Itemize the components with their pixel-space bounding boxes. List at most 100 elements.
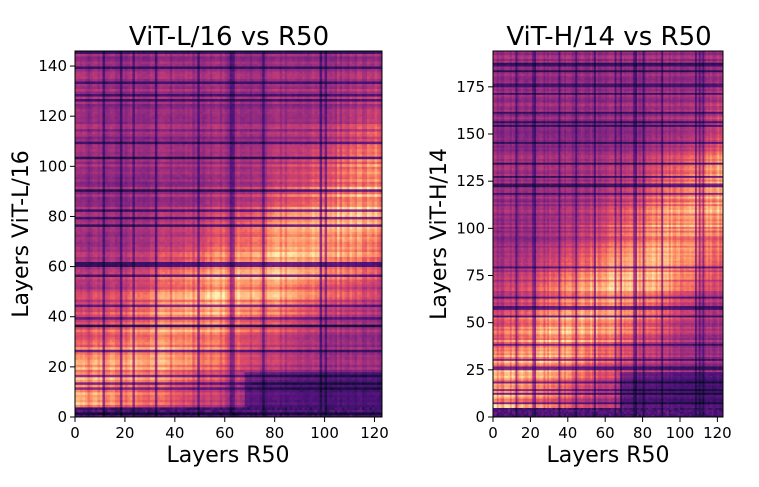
heatmap-cell	[209, 396, 213, 400]
heatmap-cell	[257, 349, 261, 353]
heatmap-cell	[187, 394, 191, 398]
heatmap-cell	[257, 366, 261, 370]
heatmap-cell	[147, 346, 151, 350]
heatmap-cell	[254, 411, 258, 415]
heatmap-cell	[322, 404, 325, 408]
heatmap-cell	[82, 379, 86, 383]
heatmap-cell	[189, 334, 193, 338]
heatmap-cell	[184, 334, 188, 338]
heatmap-cell	[364, 414, 368, 418]
heatmap-cell	[217, 341, 221, 345]
heatmap-cell	[344, 331, 348, 335]
heatmap-cell	[187, 324, 191, 328]
heatmap-cell	[114, 341, 118, 345]
heatmap-cell	[162, 401, 166, 405]
heatmap-cell	[319, 339, 323, 343]
heatmap-cell	[204, 339, 208, 343]
heatmap-cell	[202, 329, 206, 333]
heatmap-cell	[302, 406, 306, 410]
heatmap-cell	[209, 379, 213, 383]
heatmap-cell	[172, 399, 176, 403]
heatmap-cell	[272, 329, 276, 333]
heatmap-cell	[272, 371, 276, 375]
heatmap-cell	[242, 351, 246, 355]
heatmap-cell	[297, 326, 301, 330]
heatmap-cell	[314, 344, 318, 348]
heatmap-cell	[307, 394, 311, 398]
heatmap-cell	[202, 394, 206, 398]
heatmap-cell	[299, 326, 303, 330]
heatmap-cell	[157, 326, 161, 330]
heatmap-cell	[349, 391, 353, 395]
heatmap-cell	[312, 351, 316, 355]
heatmap-cell	[89, 341, 93, 345]
heatmap-cell	[254, 326, 258, 330]
heatmap-cell	[97, 394, 101, 398]
heatmap-cell	[299, 371, 303, 375]
heatmap-cell	[82, 316, 86, 320]
heatmap-cell	[107, 371, 111, 375]
heatmap-cell	[179, 386, 183, 390]
heatmap-cell	[334, 341, 338, 345]
heatmap-cell	[204, 396, 208, 400]
heatmap-cell	[312, 329, 316, 333]
heatmap-cell	[269, 344, 273, 348]
heatmap-cell	[357, 316, 360, 320]
heatmap-cell	[104, 389, 108, 393]
heatmap-cell	[324, 411, 328, 415]
heatmap-cell	[152, 374, 156, 378]
heatmap-cell	[234, 404, 238, 408]
heatmap-cell	[282, 319, 286, 323]
heatmap-cell	[272, 376, 276, 380]
heatmap-cell	[379, 409, 383, 413]
heatmap-cell	[147, 356, 151, 360]
heatmap-cell	[137, 314, 141, 318]
heatmap-cell	[137, 339, 141, 343]
heatmap-cell	[147, 399, 151, 403]
heatmap-cell	[162, 346, 166, 350]
heatmap-cell	[177, 349, 181, 353]
heatmap-cell	[209, 354, 213, 358]
heatmap-cell	[109, 349, 113, 353]
heatmap-cell	[267, 374, 271, 378]
heatmap-cell	[214, 331, 218, 335]
heatmap-cell	[124, 339, 128, 343]
heatmap-cell	[349, 364, 353, 368]
heatmap-cell	[354, 414, 358, 418]
heatmap-cell	[197, 351, 201, 355]
heatmap-cell	[299, 404, 303, 408]
heatmap-cell	[217, 381, 221, 385]
heatmap-cell	[177, 406, 181, 410]
heatmap-cell	[289, 331, 293, 335]
heatmap-cell	[317, 354, 321, 358]
heatmap-cell	[99, 334, 103, 338]
heatmap-cell	[364, 359, 368, 363]
heatmap-cell	[77, 334, 81, 338]
heatmap-cell	[249, 316, 253, 320]
heatmap-cell	[84, 361, 88, 365]
heatmap-cell	[357, 336, 360, 340]
heatmap-cell	[222, 341, 226, 345]
heatmap-cell	[259, 351, 263, 355]
heatmap-cell	[169, 364, 173, 368]
heatmap-cell	[194, 356, 198, 360]
heatmap-cell	[164, 384, 168, 388]
heatmap-cell	[84, 321, 88, 325]
heatmap-cell	[222, 401, 226, 405]
heatmap-cell	[329, 334, 333, 338]
heatmap-cell	[142, 399, 146, 403]
heatmap-cell	[134, 326, 138, 330]
heatmap-cell	[112, 349, 116, 353]
heatmap-cell	[329, 371, 333, 375]
heatmap-cell	[377, 341, 380, 345]
heatmap-cell	[169, 324, 173, 328]
heatmap-cell	[244, 326, 248, 330]
heatmap-cell	[187, 386, 191, 390]
heatmap-cell	[332, 319, 335, 323]
heatmap-cell	[132, 356, 136, 360]
heatmap-cell	[89, 379, 93, 383]
heatmap-cell	[244, 356, 248, 360]
heatmap-cell	[319, 381, 323, 385]
heatmap-cell	[144, 399, 148, 403]
heatmap-cell	[297, 331, 301, 335]
